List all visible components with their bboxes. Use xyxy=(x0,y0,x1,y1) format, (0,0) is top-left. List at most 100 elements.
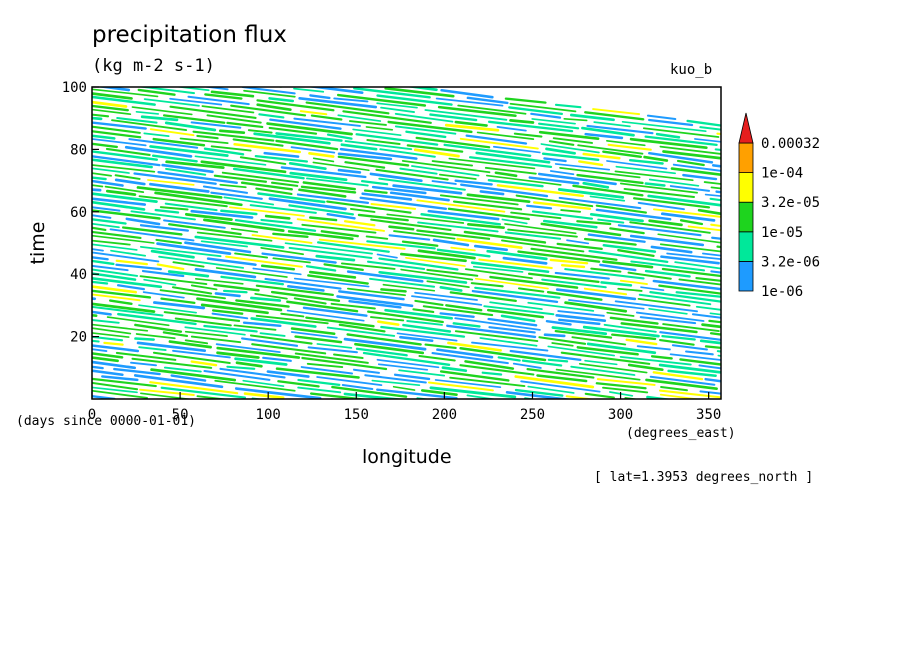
field-streak xyxy=(666,252,721,261)
field-streak xyxy=(77,53,129,59)
field-streak xyxy=(691,313,721,319)
x-tick-label: 50 xyxy=(172,407,189,423)
field-streak xyxy=(79,427,107,431)
field-streak xyxy=(275,132,343,142)
field-streak xyxy=(232,138,284,147)
field-streak xyxy=(375,168,449,181)
field-streak xyxy=(716,350,721,353)
field-streak xyxy=(582,152,621,160)
field-streak xyxy=(301,223,377,234)
field-streak xyxy=(75,49,127,56)
field-streak xyxy=(399,252,467,263)
field-streak xyxy=(619,279,648,285)
field-streak xyxy=(92,389,148,399)
field-streak xyxy=(554,103,582,109)
field-streak xyxy=(647,477,728,487)
field-streak xyxy=(127,438,209,447)
field-streak xyxy=(576,346,639,356)
field-streak xyxy=(326,326,396,337)
field-streak xyxy=(439,173,477,180)
field-streak xyxy=(370,202,417,210)
field-streak xyxy=(234,219,317,232)
field-streak xyxy=(542,219,598,229)
field-streak xyxy=(378,257,459,271)
field-streak xyxy=(584,392,615,399)
field-streak xyxy=(559,462,639,472)
field-streak xyxy=(168,223,242,236)
field-streak xyxy=(558,479,604,485)
field-streak xyxy=(313,428,393,438)
field-streak xyxy=(297,378,341,386)
field-streak xyxy=(203,324,258,333)
field-streak xyxy=(194,155,267,166)
field-streak xyxy=(260,246,304,256)
field-streak xyxy=(156,242,232,256)
field-streak xyxy=(115,351,177,361)
field-streak xyxy=(245,441,308,448)
field-streak xyxy=(293,117,361,127)
field-streak xyxy=(392,385,416,391)
field-streak xyxy=(379,148,436,158)
field-streak xyxy=(663,491,745,502)
field-streak xyxy=(80,424,148,433)
field-streak xyxy=(617,224,702,237)
field-streak xyxy=(662,150,721,160)
y-axis: 20 40 60 80 100 xyxy=(62,80,99,346)
field-streak xyxy=(255,187,293,196)
field-streak xyxy=(260,264,296,271)
field-streak xyxy=(163,219,226,229)
field-streak xyxy=(92,327,132,335)
field-streak xyxy=(426,280,470,288)
field-streak xyxy=(489,275,579,289)
field-streak xyxy=(552,137,594,144)
field-streak xyxy=(531,466,616,478)
field-streak xyxy=(226,121,264,129)
field-streak xyxy=(413,148,460,158)
field-streak xyxy=(639,316,697,325)
field-streak xyxy=(695,446,762,454)
field-streak xyxy=(389,474,468,483)
field-streak xyxy=(92,293,141,302)
field-streak xyxy=(444,123,500,132)
field-streak xyxy=(706,455,752,460)
field-streak xyxy=(694,138,721,143)
field-streak xyxy=(479,190,505,196)
field-streak xyxy=(109,228,195,242)
field-streak xyxy=(388,225,415,231)
field-streak xyxy=(242,379,285,388)
field-streak xyxy=(582,325,660,338)
field-streak xyxy=(257,192,326,204)
field-streak xyxy=(92,222,120,229)
field-streak xyxy=(140,115,179,122)
field-streak xyxy=(513,132,543,138)
field-streak xyxy=(504,223,577,235)
field-streak xyxy=(637,497,712,507)
field-streak xyxy=(289,458,342,464)
field-streak xyxy=(415,136,491,149)
field-streak xyxy=(226,365,256,370)
field-streak xyxy=(337,155,410,167)
field-streak xyxy=(678,469,753,478)
field-streak xyxy=(92,155,161,167)
field-streak xyxy=(652,208,721,218)
field-streak xyxy=(261,252,337,264)
field-streak xyxy=(223,196,275,206)
field-streak xyxy=(190,121,242,129)
field-streak xyxy=(153,436,240,447)
field-streak xyxy=(338,290,405,301)
field-streak xyxy=(92,248,104,252)
field-streak xyxy=(147,179,195,186)
field-streak xyxy=(416,229,491,240)
field-streak xyxy=(456,237,523,249)
field-streak xyxy=(629,234,705,247)
field-streak xyxy=(648,307,688,315)
field-streak xyxy=(583,237,637,246)
field-streak xyxy=(338,323,386,333)
field-streak xyxy=(394,125,457,135)
field-streak xyxy=(439,312,475,318)
field-streak xyxy=(301,356,388,371)
field-streak xyxy=(216,351,260,359)
field-streak xyxy=(235,299,290,308)
field-streak xyxy=(477,485,535,493)
field-streak xyxy=(92,130,142,139)
